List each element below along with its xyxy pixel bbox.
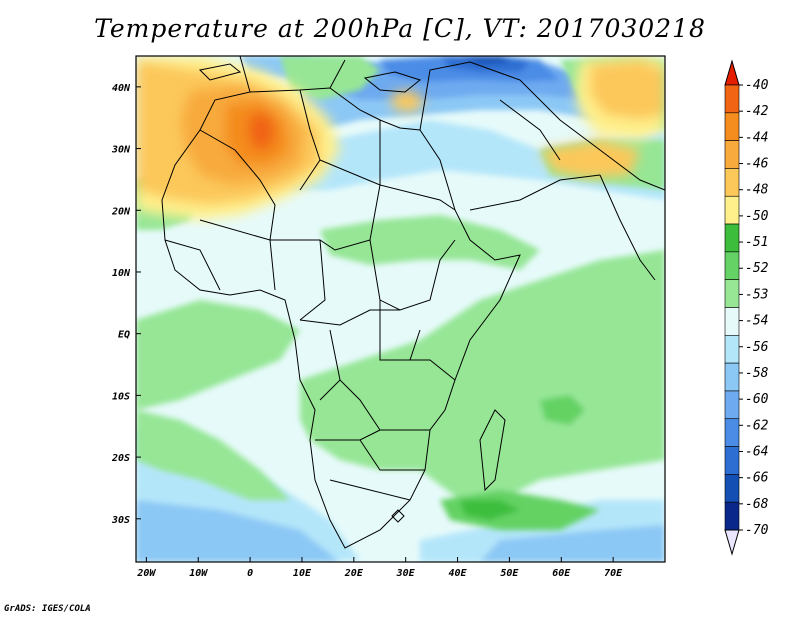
- colorbar-label: -64: [745, 444, 768, 459]
- lon-tick-label: 50E: [500, 568, 519, 579]
- colorbar-label: -60: [745, 392, 769, 407]
- lon-tick-label: 0: [247, 568, 253, 579]
- colorbar-label: -40: [745, 78, 769, 93]
- country-borders: [161, 56, 665, 549]
- colorbar-label: -51: [745, 235, 768, 250]
- colorbar-label: -54: [745, 314, 768, 329]
- colorbar-swatch: [724, 251, 740, 280]
- lat-tick-label: 10N: [112, 268, 131, 279]
- colorbar-label: -70: [745, 523, 769, 538]
- colorbar-label: -48: [745, 183, 769, 198]
- temperature-field: [136, 56, 665, 562]
- credit-text: GrADS: IGES/COLA: [4, 604, 91, 614]
- colorbar-swatch: [724, 223, 740, 253]
- colorbar-swatch: [724, 168, 740, 197]
- colorbar-top-arrow: [724, 59, 740, 86]
- colorbar-label: -42: [745, 104, 769, 119]
- lat-tick-label: 40N: [112, 83, 131, 94]
- lat-tick-label: 30N: [111, 145, 131, 156]
- colorbar-label: -62: [745, 418, 769, 433]
- colorbar: -40 -42 -44 -46 -48 -50 -51 -52 -53 -54 -56 -58 -60 -…: [724, 59, 769, 556]
- colorbar-swatch: [724, 501, 740, 531]
- colorbar-label: -50: [745, 209, 769, 224]
- lat-tick-label: EQ: [118, 330, 130, 341]
- plot-frame: [135, 55, 666, 563]
- lat-tick-label: 10S: [112, 391, 130, 402]
- colorbar-swatch: [724, 307, 740, 336]
- colorbar-swatch: [724, 390, 740, 420]
- field-warm-bands: [136, 56, 665, 220]
- colorbar-swatch: [724, 140, 740, 169]
- colorbar-swatch: [724, 335, 740, 364]
- colorbar-label: -46: [745, 157, 769, 172]
- colorbar-label: -66: [745, 471, 769, 486]
- colorbar-label: -68: [745, 497, 769, 512]
- latitude-axis: 40N 30N 20N 10N EQ 10S 20S 30S: [111, 83, 141, 526]
- colorbar-swatch: [724, 418, 740, 447]
- colorbar-swatch: [724, 195, 740, 225]
- colorbar-label: -52: [745, 261, 769, 276]
- lon-tick-label: 10W: [189, 568, 208, 579]
- lat-tick-label: 30S: [111, 515, 130, 526]
- lon-tick-label: 10E: [293, 568, 312, 579]
- colorbar-swatch: [724, 279, 740, 308]
- lon-tick-label: 20W: [136, 568, 156, 579]
- colorbar-swatch: [724, 84, 740, 114]
- lon-tick-label: 40E: [449, 568, 468, 579]
- colorbar-swatch: [724, 362, 740, 392]
- colorbar-swatch: [724, 446, 740, 475]
- lat-tick-label: 20N: [111, 206, 131, 217]
- lat-tick-label: 20S: [111, 453, 130, 464]
- colorbar-bottom-arrow: [724, 529, 740, 556]
- colorbar-label: -53: [745, 287, 768, 302]
- longitude-axis: 20W 10W 0 10E 20E 30E 40E 50E 60E 70E: [136, 557, 623, 579]
- colorbar-label: -58: [745, 366, 769, 381]
- lon-tick-label: 70E: [604, 568, 623, 579]
- colorbar-swatch: [724, 474, 740, 503]
- chart-title: Temperature at 200hPa [C], VT: 201703021…: [94, 14, 706, 43]
- colorbar-label: -56: [745, 340, 769, 355]
- lon-tick-label: 20E: [344, 568, 364, 579]
- colorbar-swatch: [724, 112, 740, 141]
- lon-tick-label: 60E: [552, 568, 571, 579]
- colorbar-label: -44: [745, 130, 768, 145]
- lon-tick-label: 30E: [396, 568, 416, 579]
